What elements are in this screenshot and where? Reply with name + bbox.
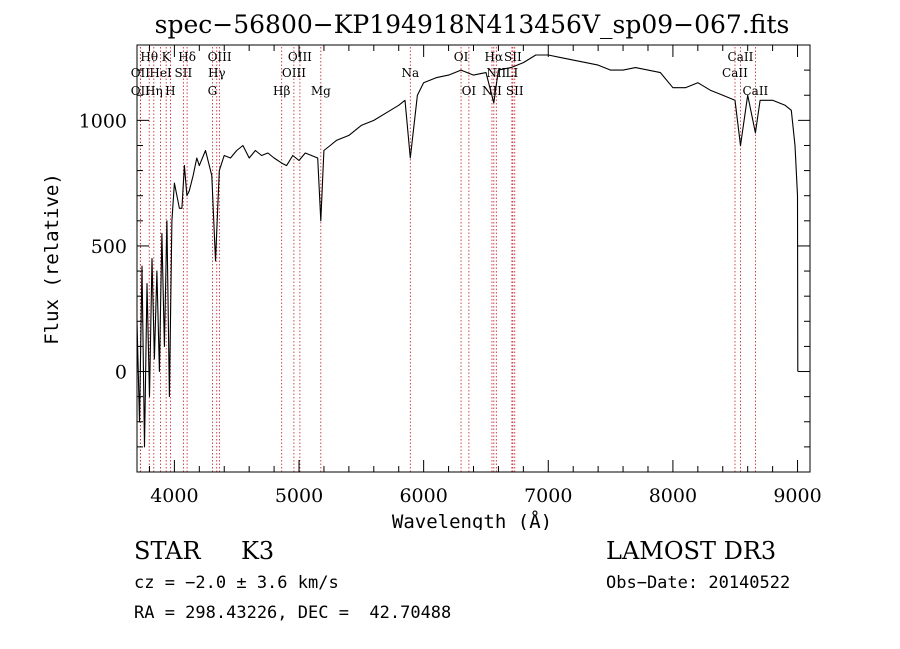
line-label: H [165, 84, 175, 98]
line-label: Hγ [208, 66, 226, 80]
observation-date: Obs−Date: 20140522 [606, 573, 791, 593]
spectrum-series-flux [136, 54, 799, 448]
y-tick-label: 1000 [79, 110, 127, 132]
line-label: CaII [722, 66, 748, 80]
y-tick-label: 0 [115, 362, 127, 384]
line-label: SII [504, 50, 522, 64]
line-label: HeI [149, 66, 172, 80]
x-axis-label: Wavelength (Å) [392, 510, 552, 530]
x-tick-label: 8000 [649, 485, 697, 507]
line-label: NII [486, 66, 506, 80]
x-axis-ticks: 4000 5000 6000 7000 8000 9000 [148, 45, 822, 507]
line-label: OI [454, 50, 469, 64]
line-label: Hβ [273, 84, 290, 98]
line-label: Hδ [178, 50, 196, 64]
line-label: OIII [288, 50, 312, 64]
line-label: G [208, 84, 218, 98]
chart-title: spec−56800−KP194918N413456V_sp09−067.fit… [155, 10, 790, 39]
line-label: CaII [742, 84, 768, 98]
spectrum-chart: spec−56800−KP194918N413456V_sp09−067.fit… [41, 10, 822, 530]
star-class: STAR [134, 537, 201, 565]
line-label: OII [131, 84, 151, 98]
redshift-cz: cz = −2.0 ± 3.6 km/s [134, 573, 339, 593]
line-label: OIII [208, 50, 232, 64]
line-label: Hη [145, 84, 163, 98]
line-label: OIII [282, 66, 306, 80]
plot-frame [136, 44, 811, 473]
x-tick-label: 4000 [150, 485, 198, 507]
spectrum-layer [136, 54, 799, 448]
line-label: OI [462, 84, 477, 98]
line-label: Hα [485, 50, 504, 64]
coordinates: RA = 298.43226, DEC = 42.70488 [134, 603, 452, 623]
x-tick-label: 9000 [773, 485, 821, 507]
y-tick-label: 500 [91, 236, 127, 258]
line-label: Mg [311, 84, 331, 98]
line-label: SII [506, 84, 524, 98]
plot-border [136, 44, 811, 473]
x-tick-label: 6000 [399, 485, 447, 507]
line-label: OII [131, 66, 151, 80]
y-axis-ticks: 0 500 1000 [79, 44, 810, 473]
line-label: NII [482, 84, 502, 98]
x-tick-label: 5000 [275, 485, 323, 507]
line-label: Hθ [140, 50, 158, 64]
y-axis-label: Flux (relative) [41, 173, 63, 345]
line-markers [139, 47, 756, 472]
line-label: K [162, 50, 172, 64]
line-label: LI [506, 66, 519, 80]
x-tick-label: 7000 [524, 485, 572, 507]
line-label: CaII [728, 50, 754, 64]
star-subclass: K3 [241, 537, 275, 565]
survey-name: LAMOST DR3 [606, 537, 777, 565]
line-label: SII [175, 66, 193, 80]
line-label: Na [401, 66, 419, 80]
